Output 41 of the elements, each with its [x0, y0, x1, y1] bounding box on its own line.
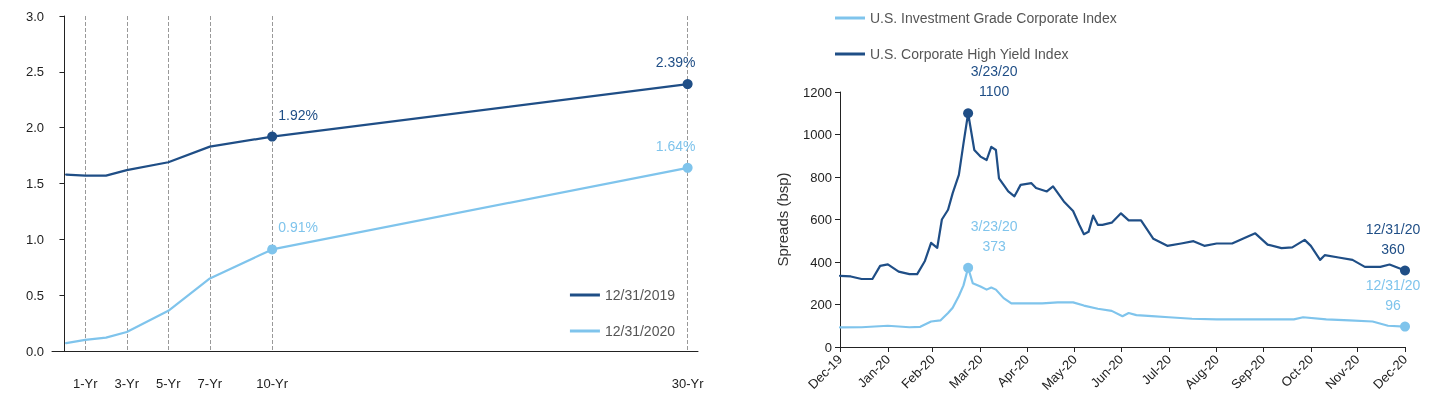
legend-label: U.S. Corporate High Yield Index: [870, 46, 1069, 62]
legend-label: 12/31/2020: [604, 323, 676, 339]
x-tick-label: 10-Yr: [256, 376, 289, 391]
point: [1400, 265, 1410, 276]
legend-label: U.S. Investment Grade Corporate Index: [870, 10, 1117, 26]
data-label: 2.39%: [655, 54, 696, 71]
x-tick-label: 1-Yr: [72, 376, 99, 391]
data-label: 12/31/20 360: [1365, 220, 1421, 257]
data-label: 1.92%: [278, 106, 319, 123]
data-label: 1.64%: [655, 137, 696, 154]
y-tick-label: 2.0: [25, 120, 44, 136]
x-tick-label: 5-Yr: [156, 376, 182, 391]
data-label: 3/23/20 373: [970, 217, 1018, 254]
point: [267, 131, 278, 142]
point: [682, 162, 693, 173]
y-tick-label: 1.0: [25, 231, 44, 247]
point: [267, 244, 278, 255]
point: [963, 262, 974, 273]
y-tick-label: 2.5: [25, 64, 44, 80]
y-tick-label: 0: [824, 339, 832, 355]
y-tick-label: 1000: [803, 127, 832, 142]
y-tick-label: 1.5: [25, 176, 44, 191]
y-tick-label: 1200: [803, 84, 832, 100]
y-tick-label: 600: [810, 212, 832, 227]
point: [682, 79, 693, 90]
y-tick-label: 3.0: [25, 8, 44, 24]
point: [963, 108, 974, 119]
y-tick-label: 400: [810, 254, 832, 270]
y-tick-label: 0.5: [25, 287, 44, 303]
point: [1400, 321, 1410, 332]
x-tick-label: 3-Yr: [114, 376, 140, 391]
y-tick-label: 200: [810, 297, 832, 312]
data-label: 12/31/20 96: [1365, 276, 1421, 313]
y-tick-label: 800: [810, 169, 832, 185]
y-axis-title: Spreads (bsp): [774, 172, 791, 267]
x-tick-label: 30-Yr: [671, 376, 705, 391]
data-label: 0.91%: [278, 219, 319, 236]
y-tick-label: 0.0: [25, 343, 44, 359]
data-label: 3/23/20 1100: [970, 63, 1018, 100]
legend-label: 12/31/2019: [604, 287, 676, 303]
x-tick-label: 7-Yr: [197, 376, 223, 391]
